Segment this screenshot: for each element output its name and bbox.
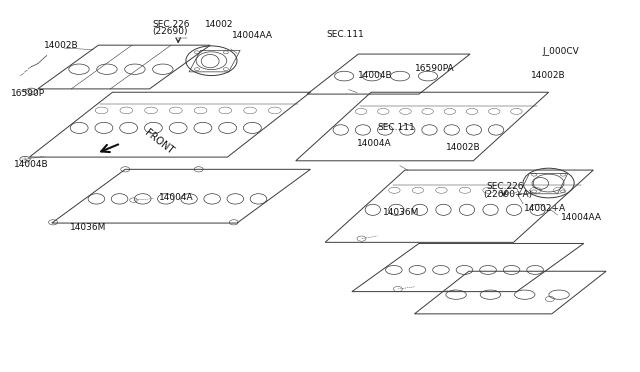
Text: 14002B: 14002B	[44, 41, 79, 51]
Text: 14004AA: 14004AA	[561, 213, 602, 222]
Text: 14036M: 14036M	[70, 223, 106, 232]
Text: 16590PA: 16590PA	[415, 64, 454, 73]
Text: 14002: 14002	[205, 20, 234, 29]
Text: SEC.111: SEC.111	[326, 30, 364, 39]
Text: J_000CV: J_000CV	[542, 47, 579, 56]
Text: (22690): (22690)	[153, 27, 188, 36]
Text: (22690+A): (22690+A)	[483, 190, 532, 199]
Text: 14004A: 14004A	[159, 193, 194, 202]
Text: 14004A: 14004A	[357, 139, 392, 148]
Text: 14002B: 14002B	[531, 71, 565, 80]
Text: 14004AA: 14004AA	[232, 31, 273, 41]
Text: SEC.226: SEC.226	[153, 20, 190, 29]
Text: FRONT: FRONT	[143, 128, 175, 157]
Text: 14004B: 14004B	[358, 71, 393, 80]
Text: SEC.111: SEC.111	[378, 123, 415, 132]
Text: 14002B: 14002B	[447, 142, 481, 151]
Text: 14002+A: 14002+A	[524, 204, 566, 213]
Text: 16590P: 16590P	[11, 89, 45, 98]
Text: 14004B: 14004B	[13, 160, 48, 169]
Text: SEC.226: SEC.226	[486, 182, 524, 191]
Text: 14036M: 14036M	[383, 208, 419, 217]
